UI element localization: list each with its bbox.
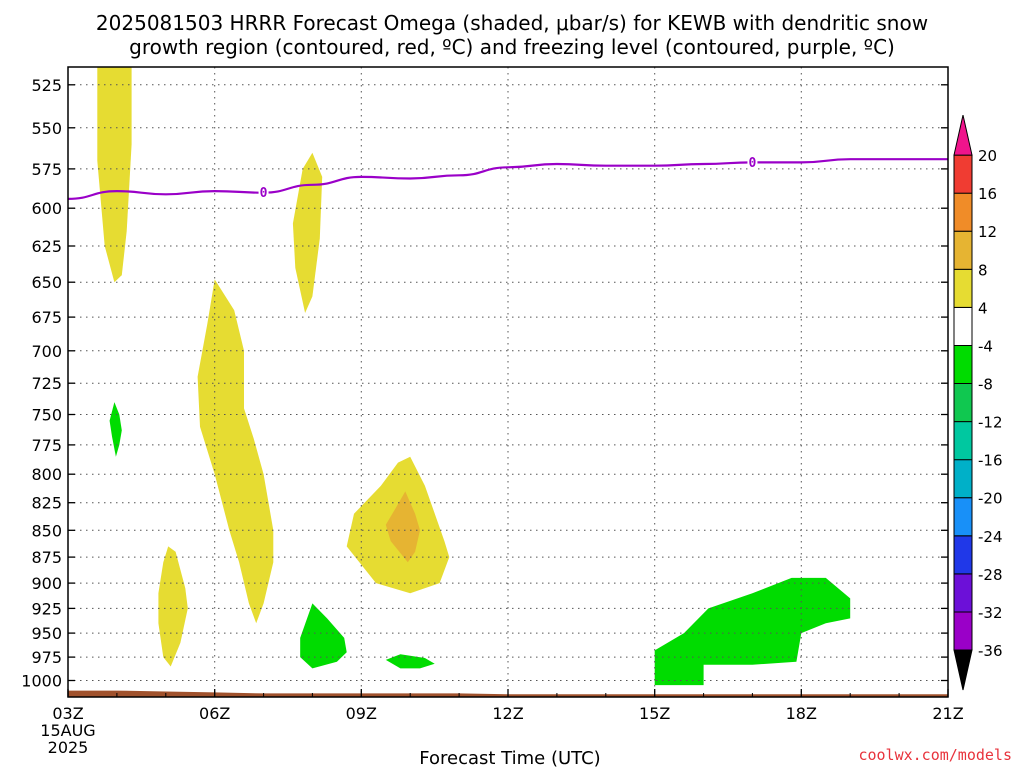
colorbar-label-11: 12 — [978, 223, 997, 241]
colorbar-box-8 — [953, 344, 973, 384]
colorbar-label-3: -24 — [978, 528, 1003, 546]
colorbar-label-8: -4 — [978, 337, 993, 355]
chart-title-line-1: 2025081503 HRRR Forecast Omega (shaded, … — [96, 11, 928, 35]
y-tick-label-850: 850 — [31, 521, 62, 540]
colorbar-min-arrow — [953, 649, 973, 691]
colorbar-box-13 — [953, 154, 973, 194]
omega-region-2 — [197, 279, 274, 624]
x-tick-label-03Z: 03Z — [52, 704, 83, 723]
y-tick-label-925: 925 — [31, 599, 62, 618]
omega-region-7 — [300, 603, 347, 669]
colorbar-box-12 — [953, 192, 973, 232]
colorbar-label-4: -20 — [978, 490, 1003, 508]
y-tick-label-650: 650 — [31, 273, 62, 292]
colorbar: -36 -32 -28 -24 -20 -16 -12 -8 -4 4 8 12 16 20 — [953, 114, 1003, 691]
colorbar-box-4 — [953, 497, 973, 537]
y-tick-label-775: 775 — [31, 436, 62, 455]
freezing-label-bg-1 — [747, 155, 758, 170]
freezing-level-contour: 00 — [67, 155, 948, 201]
y-tick-label-975: 975 — [31, 648, 62, 667]
y-tick-label-750: 750 — [31, 406, 62, 425]
colorbar-label-2: -28 — [978, 566, 1003, 584]
freezing-level-line — [67, 158, 948, 200]
colorbar-label-10: 8 — [978, 261, 988, 279]
colorbar-box-3 — [953, 535, 973, 575]
colorbar-label-1: -32 — [978, 604, 1003, 622]
omega-region-0 — [97, 67, 132, 283]
x-tick-label-21Z: 21Z — [932, 704, 963, 723]
omega-region-5 — [385, 491, 420, 563]
credit-text[interactable]: coolwx.com/models — [858, 746, 1012, 764]
colorbar-box-11 — [953, 230, 973, 270]
colorbar-box-10 — [953, 268, 973, 308]
colorbar-label-13: 20 — [978, 147, 997, 165]
terrain-fill — [68, 690, 948, 697]
y-tick-label-675: 675 — [31, 308, 62, 327]
grid-lines — [68, 67, 948, 697]
y-tick-label-625: 625 — [31, 237, 62, 256]
omega-region-9 — [654, 577, 851, 686]
omega-region-6 — [109, 402, 122, 457]
colorbar-label-9: 4 — [978, 299, 988, 317]
colorbar-box-2 — [953, 573, 973, 613]
y-axis: 525 550 575 600 625 650 675 700 725 750 775 800 825 8… — [21, 76, 948, 691]
y-tick-label-825: 825 — [31, 494, 62, 513]
colorbar-label-6: -12 — [978, 414, 1003, 432]
y-tick-label-875: 875 — [31, 548, 62, 567]
y-tick-label-725: 725 — [31, 374, 62, 393]
omega-shading — [97, 67, 851, 686]
x-tick-label-09Z: 09Z — [346, 704, 377, 723]
x-tick-label-12Z: 12Z — [492, 704, 523, 723]
x-tick-label-18Z: 18Z — [786, 704, 817, 723]
colorbar-label-7: -8 — [978, 376, 993, 394]
colorbar-box-6 — [953, 421, 973, 461]
x-axis-label: Forecast Time (UTC) — [419, 748, 600, 768]
y-tick-label-700: 700 — [31, 342, 62, 361]
y-tick-label-900: 900 — [31, 574, 62, 593]
x-tick-year-line: 2025 — [48, 738, 89, 757]
colorbar-max-arrow — [953, 114, 973, 156]
colorbar-box-7 — [953, 383, 973, 423]
x-tick-label-06Z: 06Z — [199, 704, 230, 723]
y-tick-label-525: 525 — [31, 76, 62, 95]
colorbar-box-5 — [953, 459, 973, 499]
y-tick-label-600: 600 — [31, 199, 62, 218]
omega-region-1 — [292, 152, 323, 313]
x-tick-label-15Z: 15Z — [639, 704, 670, 723]
chart-title-line-2: growth region (contoured, red, ºC) and f… — [129, 35, 895, 59]
colorbar-label-12: 16 — [978, 185, 997, 203]
colorbar-box-9 — [953, 306, 973, 346]
omega-region-8 — [385, 654, 435, 669]
colorbar-box-1 — [953, 611, 973, 651]
y-tick-label-575: 575 — [31, 160, 62, 179]
y-tick-label-550: 550 — [31, 119, 62, 138]
freezing-level-label-0: 0 — [260, 186, 268, 201]
freezing-level-label-1: 0 — [749, 156, 757, 171]
y-tick-label-1000: 1000 — [21, 672, 62, 691]
x-tick-date-line: 15AUG — [40, 721, 95, 740]
terrain-layer — [68, 690, 948, 697]
omega-region-3 — [158, 546, 188, 667]
y-tick-label-800: 800 — [31, 465, 62, 484]
y-tick-label-950: 950 — [31, 624, 62, 643]
freezing-label-bg-0 — [258, 185, 269, 200]
colorbar-label-0: -36 — [978, 642, 1003, 660]
colorbar-label-5: -16 — [978, 452, 1003, 470]
